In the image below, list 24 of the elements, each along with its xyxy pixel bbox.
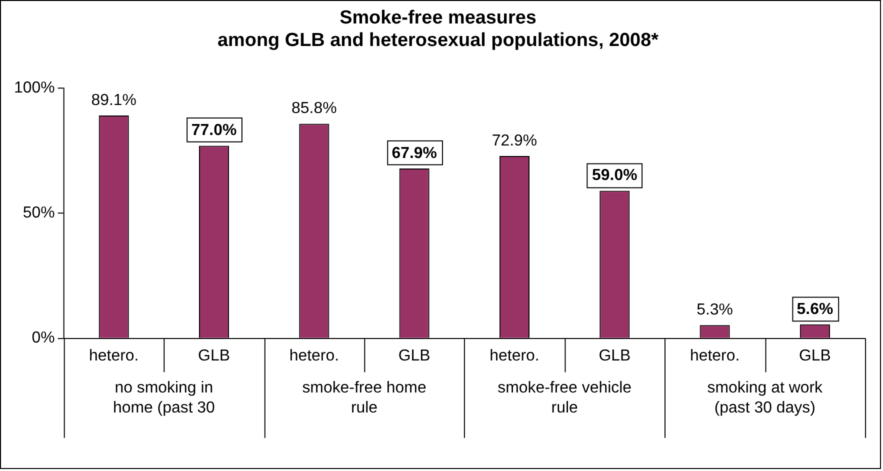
x-tick-label: hetero. xyxy=(89,347,139,364)
text: no smoking in home (past 30 xyxy=(112,380,216,416)
data-label: 5.3% xyxy=(696,302,733,319)
x-tick-label: hetero. xyxy=(289,347,340,364)
text: smoke-free vehicle rule xyxy=(498,380,632,416)
data-label: 72.9% xyxy=(492,132,538,150)
y-tick-label: 100% xyxy=(14,80,55,97)
x-tick-label: GLB xyxy=(198,347,230,364)
data-label: 67.9% xyxy=(392,144,437,162)
x-tick-label: hetero. xyxy=(690,347,740,364)
x-tick-label: GLB xyxy=(598,347,631,364)
text: smoke-free home rule xyxy=(302,380,426,416)
data-label: 59.0% xyxy=(592,167,638,184)
y-tick-label: 0% xyxy=(32,330,55,347)
x-tick-label: hetero. xyxy=(490,347,540,364)
text: smoking at work (past 30 days) xyxy=(707,380,823,416)
data-label: 5.6% xyxy=(796,300,834,318)
data-label: 85.8% xyxy=(292,100,337,118)
chart-title: Smoke-free measures among GLB and heterosexual populations, 2008* xyxy=(218,8,660,52)
x-tick-label: GLB xyxy=(398,347,430,364)
data-label: 89.1% xyxy=(91,92,136,109)
data-label: 77.0% xyxy=(191,122,237,140)
x-tick-label: GLB xyxy=(798,347,831,364)
y-tick-label: 50% xyxy=(22,204,55,222)
